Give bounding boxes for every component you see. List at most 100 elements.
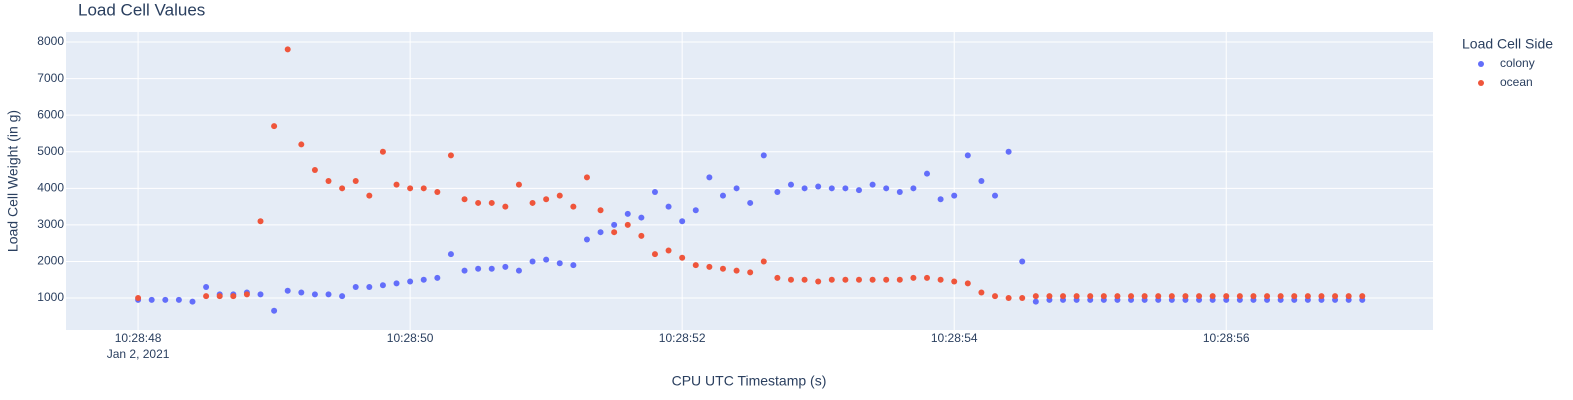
data-point: [801, 185, 808, 192]
y-tick-label: 1000: [37, 290, 64, 304]
data-point: [679, 218, 686, 225]
data-point: [1209, 293, 1216, 300]
data-point: [896, 188, 903, 195]
y-axis-title: Load Cell Weight (in g): [5, 110, 21, 252]
data-point: [502, 203, 509, 210]
x-date-label: Jan 2, 2021: [107, 347, 170, 361]
data-point: [339, 185, 346, 192]
data-point: [1032, 298, 1039, 305]
data-point: [271, 307, 278, 314]
data-point: [624, 210, 631, 217]
data-point: [434, 188, 441, 195]
data-point: [665, 203, 672, 210]
data-point: [855, 276, 862, 283]
data-point: [951, 192, 958, 199]
data-point: [543, 196, 550, 203]
data-point: [964, 152, 971, 159]
data-point: [135, 295, 142, 302]
data-point: [815, 183, 822, 190]
data-point: [366, 284, 373, 291]
data-point: [787, 276, 794, 283]
data-point: [379, 148, 386, 155]
data-point: [1019, 295, 1026, 302]
data-point: [1318, 293, 1325, 300]
data-point: [311, 167, 318, 174]
data-point: [325, 178, 332, 184]
data-point: [828, 185, 835, 192]
data-point: [978, 178, 985, 184]
grid: [66, 32, 1433, 330]
data-point: [937, 276, 944, 283]
data-point: [611, 229, 618, 236]
data-point: [529, 258, 536, 265]
chart-title: Load Cell Values: [78, 0, 205, 19]
y-tick-label: 2000: [37, 254, 64, 268]
data-point: [284, 287, 291, 294]
data-point: [883, 185, 890, 192]
data-point: [1087, 293, 1094, 300]
data-point: [1005, 295, 1012, 302]
data-point: [203, 284, 210, 291]
data-point: [1128, 293, 1135, 300]
data-point: [311, 291, 318, 298]
data-point: [855, 187, 862, 194]
data-point: [719, 265, 726, 272]
data-point: [529, 199, 536, 206]
data-point: [1060, 293, 1067, 300]
data-point: [638, 214, 645, 221]
data-point: [1114, 293, 1121, 300]
data-point: [815, 278, 822, 285]
data-point: [719, 192, 726, 199]
data-point: [910, 274, 917, 281]
data-point: [257, 218, 264, 225]
data-point: [937, 196, 944, 203]
data-point: [284, 46, 291, 53]
data-point: [910, 185, 917, 192]
data-point: [502, 263, 509, 270]
data-point: [162, 296, 169, 303]
marks: [135, 46, 1366, 314]
data-point: [787, 181, 794, 188]
data-point: [1291, 293, 1298, 300]
data-point: [1005, 148, 1012, 155]
x-tick-label: 10:28:56: [1203, 331, 1250, 345]
data-point: [515, 181, 522, 188]
data-point: [556, 192, 563, 199]
data-point: [570, 203, 577, 210]
data-point: [189, 298, 196, 305]
data-point: [461, 267, 468, 274]
x-axis-title: CPU UTC Timestamp (s): [672, 373, 827, 389]
data-point: [842, 276, 849, 283]
data-point: [706, 174, 713, 181]
data-point: [896, 276, 903, 283]
x-tick-label: 10:28:54: [931, 331, 978, 345]
data-point: [679, 254, 686, 261]
data-point: [1168, 293, 1175, 300]
y-tick-label: 7000: [37, 71, 64, 85]
data-point: [1182, 293, 1189, 300]
data-point: [747, 269, 754, 276]
data-point: [978, 289, 985, 296]
data-point: [1155, 293, 1162, 300]
data-point: [828, 276, 835, 283]
data-point: [964, 280, 971, 287]
data-point: [869, 276, 876, 283]
data-point: [488, 265, 495, 272]
data-point: [352, 178, 359, 184]
data-point: [543, 256, 550, 263]
data-point: [583, 236, 590, 243]
legend-title: Load Cell Side: [1462, 36, 1553, 52]
data-point: [760, 258, 767, 265]
data-point: [692, 262, 699, 269]
data-point: [1304, 293, 1311, 300]
data-point: [597, 207, 604, 214]
data-point: [271, 123, 278, 130]
data-point: [842, 185, 849, 192]
data-point: [1100, 293, 1107, 300]
x-tick-label: 10:28:50: [387, 331, 434, 345]
data-point: [638, 232, 645, 239]
data-point: [475, 265, 482, 272]
data-point: [203, 293, 210, 300]
